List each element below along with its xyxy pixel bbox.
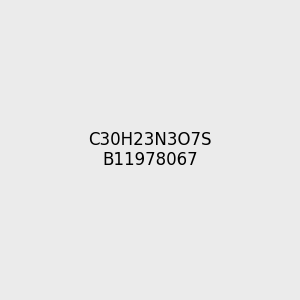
Text: C30H23N3O7S
B11978067: C30H23N3O7S B11978067 bbox=[88, 130, 212, 170]
